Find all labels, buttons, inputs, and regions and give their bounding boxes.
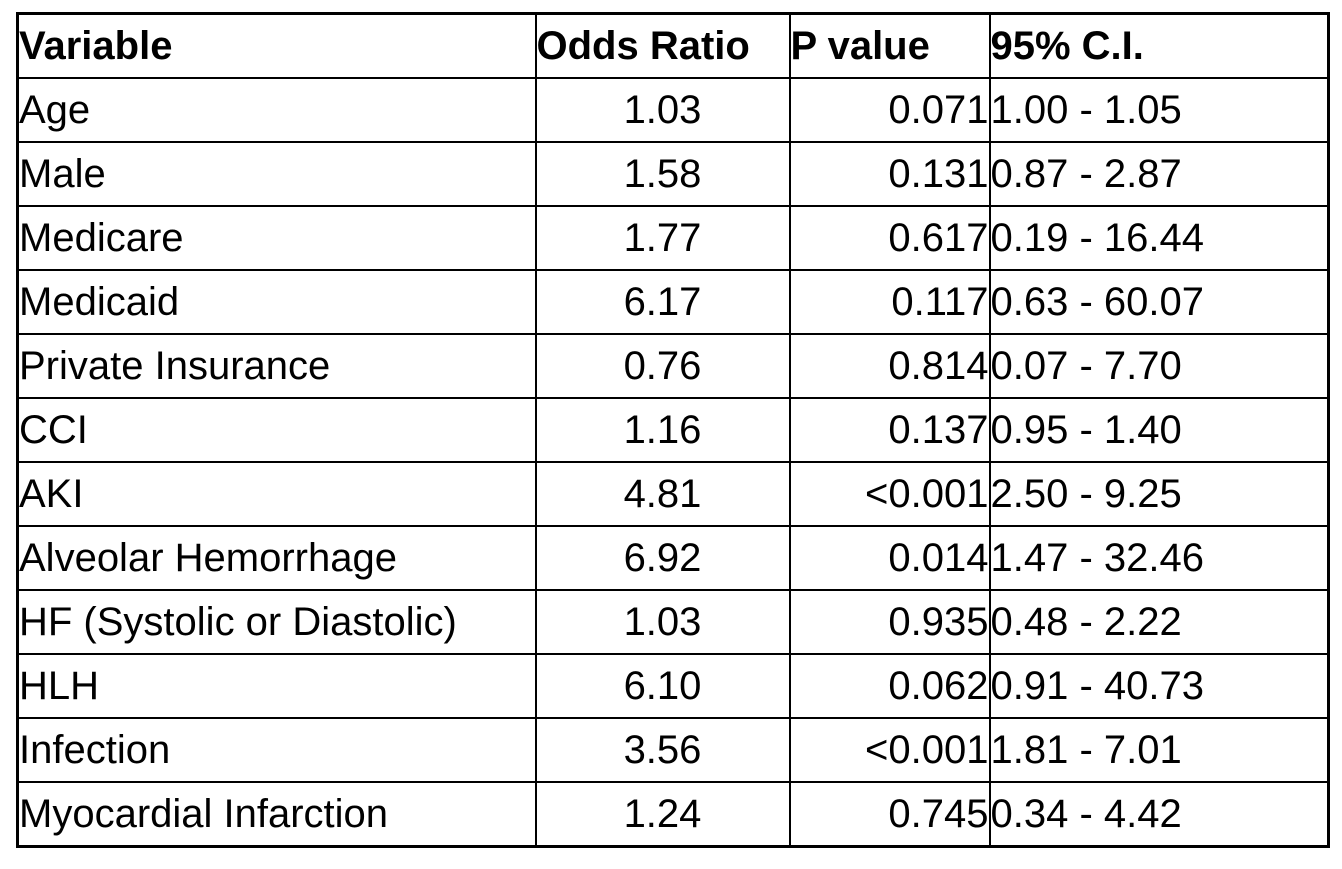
cell-p-value: 0.117 xyxy=(788,269,991,335)
table-row: HLH 6.10 0.062 0.91 - 40.73 xyxy=(16,653,1330,719)
cell-p-value: 0.137 xyxy=(788,397,991,463)
header-p-value: P value xyxy=(788,12,991,79)
table-row: Alveolar Hemorrhage 6.92 0.014 1.47 - 32… xyxy=(16,525,1330,591)
cell-odds-ratio: 6.10 xyxy=(534,653,791,719)
cell-odds-ratio: 1.03 xyxy=(534,77,791,143)
cell-variable: HF (Systolic or Diastolic) xyxy=(16,589,537,655)
table-row: Medicaid 6.17 0.117 0.63 - 60.07 xyxy=(16,269,1330,335)
cell-variable: Infection xyxy=(16,717,537,783)
cell-variable: HLH xyxy=(16,653,537,719)
cell-variable: Male xyxy=(16,141,537,207)
table-row: CCI 1.16 0.137 0.95 - 1.40 xyxy=(16,397,1330,463)
cell-odds-ratio: 0.76 xyxy=(534,333,791,399)
cell-odds-ratio: 1.24 xyxy=(534,781,791,848)
cell-p-value: <0.001 xyxy=(788,461,991,527)
table-row: HF (Systolic or Diastolic) 1.03 0.935 0.… xyxy=(16,589,1330,655)
cell-odds-ratio: 1.16 xyxy=(534,397,791,463)
table-row: Medicare 1.77 0.617 0.19 - 16.44 xyxy=(16,205,1330,271)
header-95-ci: 95% C.I. xyxy=(988,12,1330,79)
cell-95-ci: 0.91 - 40.73 xyxy=(988,653,1330,719)
cell-95-ci: 0.48 - 2.22 xyxy=(988,589,1330,655)
cell-95-ci: 0.07 - 7.70 xyxy=(988,333,1330,399)
cell-variable: Medicaid xyxy=(16,269,537,335)
cell-odds-ratio: 1.58 xyxy=(534,141,791,207)
cell-odds-ratio: 3.56 xyxy=(534,717,791,783)
cell-variable: CCI xyxy=(16,397,537,463)
header-row: Variable Odds Ratio P value 95% C.I. xyxy=(16,12,1330,79)
table-row: AKI 4.81 <0.001 2.50 - 9.25 xyxy=(16,461,1330,527)
cell-p-value: 0.131 xyxy=(788,141,991,207)
cell-p-value: 0.014 xyxy=(788,525,991,591)
table-body: Age 1.03 0.071 1.00 - 1.05 Male 1.58 0.1… xyxy=(16,77,1330,848)
cell-p-value: 0.745 xyxy=(788,781,991,848)
table-row: Private Insurance 0.76 0.814 0.07 - 7.70 xyxy=(16,333,1330,399)
cell-95-ci: 0.34 - 4.42 xyxy=(988,781,1330,848)
cell-odds-ratio: 4.81 xyxy=(534,461,791,527)
table-header: Variable Odds Ratio P value 95% C.I. xyxy=(16,12,1330,79)
cell-odds-ratio: 6.92 xyxy=(534,525,791,591)
cell-95-ci: 0.87 - 2.87 xyxy=(988,141,1330,207)
cell-95-ci: 2.50 - 9.25 xyxy=(988,461,1330,527)
cell-p-value: <0.001 xyxy=(788,717,991,783)
cell-variable: AKI xyxy=(16,461,537,527)
cell-95-ci: 1.47 - 32.46 xyxy=(988,525,1330,591)
cell-p-value: 0.071 xyxy=(788,77,991,143)
table-row: Male 1.58 0.131 0.87 - 2.87 xyxy=(16,141,1330,207)
header-odds-ratio: Odds Ratio xyxy=(534,12,791,79)
cell-variable: Myocardial Infarction xyxy=(16,781,537,848)
cell-variable: Alveolar Hemorrhage xyxy=(16,525,537,591)
cell-p-value: 0.062 xyxy=(788,653,991,719)
cell-odds-ratio: 6.17 xyxy=(534,269,791,335)
cell-95-ci: 1.00 - 1.05 xyxy=(988,77,1330,143)
table-row: Age 1.03 0.071 1.00 - 1.05 xyxy=(16,77,1330,143)
cell-variable: Age xyxy=(16,77,537,143)
cell-odds-ratio: 1.77 xyxy=(534,205,791,271)
cell-95-ci: 0.63 - 60.07 xyxy=(988,269,1330,335)
cell-p-value: 0.935 xyxy=(788,589,991,655)
cell-odds-ratio: 1.03 xyxy=(534,589,791,655)
cell-p-value: 0.814 xyxy=(788,333,991,399)
cell-95-ci: 0.19 - 16.44 xyxy=(988,205,1330,271)
odds-ratio-results-table: Variable Odds Ratio P value 95% C.I. Age… xyxy=(16,12,1330,848)
cell-p-value: 0.617 xyxy=(788,205,991,271)
header-variable: Variable xyxy=(16,12,537,79)
cell-95-ci: 0.95 - 1.40 xyxy=(988,397,1330,463)
cell-variable: Private Insurance xyxy=(16,333,537,399)
cell-95-ci: 1.81 - 7.01 xyxy=(988,717,1330,783)
table-row: Myocardial Infarction 1.24 0.745 0.34 - … xyxy=(16,781,1330,848)
table-row: Infection 3.56 <0.001 1.81 - 7.01 xyxy=(16,717,1330,783)
cell-variable: Medicare xyxy=(16,205,537,271)
